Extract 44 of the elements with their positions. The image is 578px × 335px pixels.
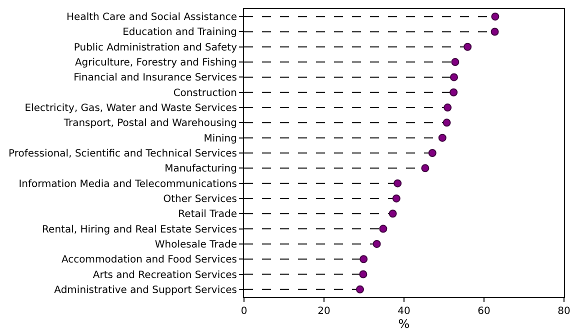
x-tick-label: 80 (558, 306, 570, 317)
point (372, 240, 381, 248)
y-tick-label: Mining (204, 133, 237, 144)
y-tick-label: Agriculture, Forestry and Fishing (74, 58, 237, 69)
point (490, 28, 499, 36)
y-tick-label: Professional, Scientific and Technical Services (8, 148, 237, 160)
y-tick-label: Information Media and Telecommunications (18, 178, 237, 190)
x-tick-label: 40 (398, 306, 410, 317)
y-tick-label: Wholesale Trade (154, 239, 237, 250)
y-tick-label: Manufacturing (164, 164, 237, 175)
y-tick-label: Rental, Hiring and Real Estate Services (42, 224, 237, 236)
point (394, 179, 402, 188)
y-tick-label: Retail Trade (178, 209, 237, 220)
point (442, 118, 451, 127)
y-tick-label: Electricity, Gas, Water and Waste Services (24, 103, 237, 114)
y-tick-label: Health Care and Social Assistance (66, 12, 237, 24)
point (491, 12, 500, 21)
point (444, 104, 452, 112)
y-tick-label: Accommodation and Food Services (61, 254, 237, 266)
x-tick-label: 20 (318, 306, 330, 317)
y-tick-label: Other Services (163, 194, 237, 205)
point (450, 73, 458, 82)
point (360, 255, 368, 264)
point (359, 270, 368, 278)
point (428, 149, 436, 157)
point (464, 42, 472, 51)
point (356, 285, 364, 294)
x-tick-label: 0 (240, 306, 248, 317)
y-tick-label: Financial and Insurance Services (74, 72, 237, 84)
point (421, 164, 430, 172)
y-tick-label: Construction (173, 88, 237, 99)
point (388, 210, 397, 218)
point (451, 58, 460, 66)
point (438, 134, 446, 142)
y-tick-label: Administrative and Support Services (54, 284, 237, 296)
y-tick-label: Arts and Recreation Services (92, 270, 237, 281)
y-tick-label: Education and Training (122, 27, 237, 38)
point (450, 88, 458, 96)
point (379, 224, 388, 233)
y-tick-label: Public Administration and Safety (74, 42, 238, 54)
x-axis-title: % (398, 317, 410, 331)
x-tick-label: 60 (478, 306, 490, 317)
y-tick-label: Transport, Postal and Warehousing (62, 118, 237, 130)
point (392, 194, 400, 202)
